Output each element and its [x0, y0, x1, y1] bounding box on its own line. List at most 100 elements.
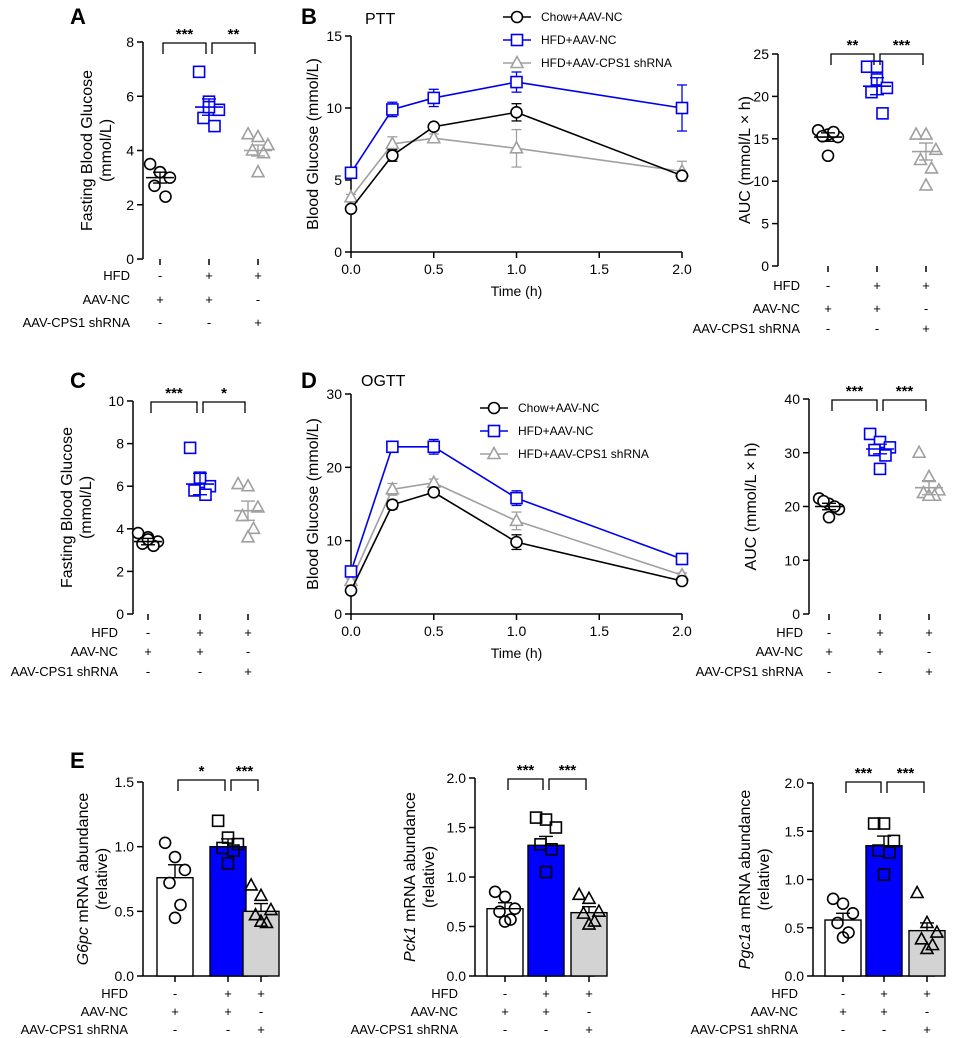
- panel-c-data-point: [250, 499, 266, 513]
- panel-e-pgc1a-cond-sign: +: [880, 1004, 888, 1019]
- panel-a-sig-label: **: [228, 26, 240, 43]
- panel-b-auc-data-point: [821, 149, 835, 163]
- panel-b-auc-data-point: [918, 177, 934, 191]
- panel-a-y-label-line: (mmol/L): [98, 119, 115, 182]
- panel-e-pck1-cond-sign: +: [585, 1022, 593, 1037]
- panel-b-x-label: Time (h): [491, 283, 543, 299]
- panel-d-series-line: [350, 445, 683, 572]
- panel-b-auc-cond-sign: -: [875, 321, 879, 336]
- panel-a-cond-sign: +: [156, 292, 164, 307]
- panel-b-y-tick-label: 0: [334, 244, 342, 260]
- panel-e-g6pc-bar: [156, 877, 194, 977]
- panel-c-cond-sign: +: [196, 625, 204, 640]
- panel-c-data-point: [230, 475, 246, 490]
- panel-d-data-point: [509, 512, 524, 527]
- panel-b-auc-data-point: [918, 126, 934, 140]
- panel-e-pgc1a-data-point: [909, 884, 925, 899]
- panel-e-pck1-cond-sign: +: [501, 1004, 509, 1019]
- panel-e-pgc1a-data-point: [867, 817, 881, 830]
- panel-e-pck1-y-label-part: mRNA abundance: [402, 792, 419, 926]
- panel-d-x-tick-label: 0.0: [341, 623, 361, 639]
- panel-b-legend-marker: [510, 33, 524, 47]
- panel-b-auc-cond-label: AAV-NC: [753, 301, 800, 316]
- panel-b-legend-marker: [509, 54, 525, 69]
- panel-b-legend-label: HFD+AAV-NC: [541, 33, 617, 47]
- panel-e-pgc1a-data-point: [883, 846, 896, 859]
- panel-e-g6pc-y-tick-label: 1.5: [115, 774, 135, 790]
- panel-e-pgc1a-cond-sign: +: [880, 986, 888, 1001]
- panel-e-pgc1a-data-point: [826, 892, 840, 906]
- panel-b-x-tick-label: 0.5: [424, 261, 444, 277]
- panel-e-pck1-cond-sign: +: [542, 986, 550, 1001]
- panel-b-auc-data-point: [827, 125, 840, 139]
- panel-e-g6pc-bar: [209, 845, 247, 977]
- panel-b-data-point: [343, 189, 359, 203]
- panel-e-pgc1a-cond-sign: -: [841, 986, 845, 1001]
- panel-d-data-point: [385, 481, 400, 495]
- panel-a-cond-sign: -: [158, 315, 162, 330]
- panel-e-pck1-data-point: [571, 886, 587, 901]
- panel-e-pgc1a-sig-label: ***: [897, 765, 915, 782]
- panel-d-auc-cond-sign: -: [827, 664, 831, 679]
- panel-e-g6pc-cond-label: AAV-CPS1 shRNA: [21, 1022, 129, 1037]
- panel-b-title: PTT: [365, 11, 395, 28]
- panel-b-auc-data-point: [870, 60, 884, 74]
- panel-d-auc-data-point: [921, 468, 937, 483]
- panel-e-pck1-cond-sign: -: [503, 1022, 507, 1037]
- panel-e-g6pc-data-point: [163, 876, 176, 890]
- panel-e-g6pc-y-label: G6pc mRNA abundance (relative): [75, 793, 111, 966]
- panel-b-auc-cond-sign: +: [824, 301, 832, 316]
- panel-e-pgc1a-data-point: [914, 931, 929, 945]
- panel-e-pck1-y-tick-label: 2.0: [447, 770, 467, 786]
- panel-b-auc-data-point: [928, 141, 944, 156]
- panel-b-auc-data-point: [913, 151, 928, 166]
- panel-e-pck1-data-point: [504, 913, 517, 926]
- panel-e-pgc1a-y-tick-label: 1.5: [785, 823, 805, 839]
- panel-c-cond-sign: +: [244, 625, 252, 640]
- panel-b-auc-cond-sign: -: [826, 321, 830, 336]
- panel-d-x-tick-label: 1.5: [590, 623, 610, 639]
- panel-e-pck1-data-point: [576, 905, 591, 919]
- panel-a-y-tick-label: 4: [126, 143, 134, 159]
- panel-b-y-tick-label: 5: [334, 172, 342, 188]
- panel-b-data-point: [386, 103, 399, 116]
- panel-c-sig-bracket: [150, 401, 198, 413]
- panel-e-pgc1a-data-point: [836, 897, 850, 910]
- panel-b-y-label-line: Blood Glucose (mmol/L): [305, 58, 322, 230]
- panel-b-auc-y-label: AUC (mmol/L × h): [737, 96, 754, 224]
- panel-e-pck1-y-label-line: Pck1 mRNA abundance: [402, 792, 419, 962]
- panel-c-y-tick-label: 2: [116, 563, 124, 579]
- panel-b-data-point: [675, 169, 689, 182]
- panel-d-auc-y-tick-label: 30: [784, 445, 800, 461]
- panel-e-g6pc-cond-sign: +: [257, 986, 265, 1001]
- panel-a-cond-sign: -: [207, 315, 211, 330]
- panel-b-auc-y-tick-label: 10: [753, 173, 769, 189]
- panel-d-auc-y-tick-label: 20: [784, 499, 800, 515]
- panel-b-x-tick-label: 0.0: [341, 261, 361, 277]
- panel-c-cond-label: AAV-NC: [71, 644, 118, 659]
- panel-a-data-point: [192, 65, 206, 79]
- panel-e-g6pc-y-tick-label: 0.0: [115, 968, 135, 984]
- panel-d-auc-cond-sign: -: [827, 625, 831, 640]
- panel-c-sig-bracket: [202, 401, 246, 413]
- panel-d-y-tick-label: 30: [326, 386, 342, 402]
- panel-a-cond-label: AAV-NC: [83, 292, 130, 307]
- panel-e-g6pc-cond-sign: +: [224, 1004, 232, 1019]
- panel-e-pgc1a-data-point: [929, 924, 945, 938]
- panel-d-auc-cond-sign: -: [927, 644, 931, 659]
- panel-e-pck1-sig-bracket: [507, 778, 544, 790]
- panel-e-pgc1a-y-label-part: Pgc1a: [737, 924, 754, 969]
- panel-e-g6pc-data-point: [253, 887, 269, 902]
- panel-b-auc-cond-sign: +: [922, 321, 930, 336]
- panel-d-auc-cond-sign: -: [878, 664, 882, 679]
- panel-e-pgc1a-y-label-part: mRNA abundance: [737, 790, 754, 924]
- panel-b-auc-sig-bracket: [830, 53, 875, 65]
- panel-e-pck1-y-tick-label: 1.0: [447, 869, 467, 885]
- panel-b-legend-label: HFD+AAV-CPS1 shRNA: [541, 56, 672, 70]
- panel-b-auc-cond-sign: -: [826, 278, 830, 293]
- panel-e-pck1-cond-sign: -: [587, 1004, 591, 1019]
- panel-b-data-point: [386, 149, 399, 162]
- panel-e-g6pc-data-point: [178, 863, 192, 877]
- panel-e-pck1-cond-sign: -: [503, 986, 507, 1001]
